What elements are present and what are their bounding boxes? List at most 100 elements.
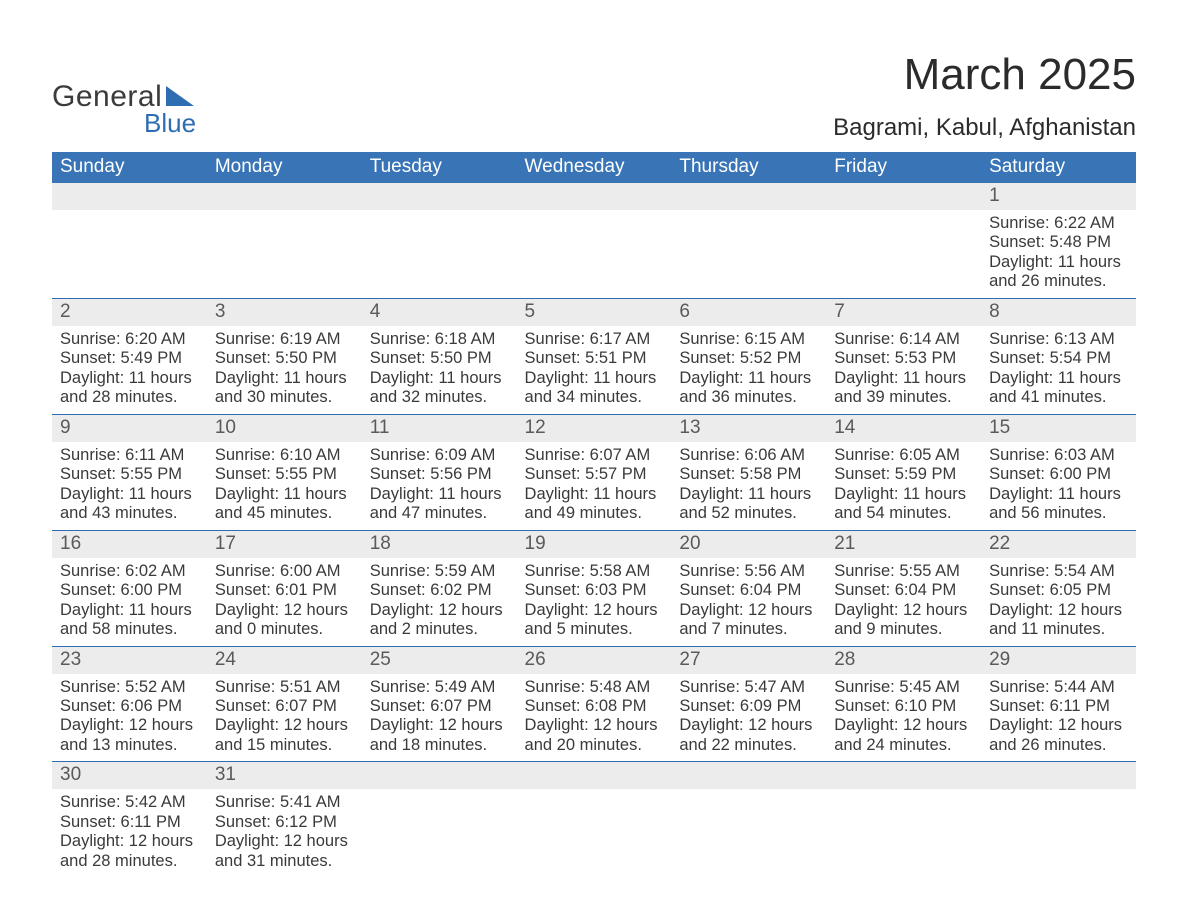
sunset-line: Sunset: 6:01 PM: [215, 581, 354, 600]
day-cell-number: [981, 762, 1136, 790]
daylight-line-2: and 49 minutes.: [525, 504, 664, 523]
day-cell-details: Sunrise: 5:49 AMSunset: 6:07 PMDaylight:…: [362, 674, 517, 762]
day-cell-number: [671, 183, 826, 210]
week-details-row: Sunrise: 6:02 AMSunset: 6:00 PMDaylight:…: [52, 558, 1136, 646]
day-details: Sunrise: 6:02 AMSunset: 6:00 PMDaylight:…: [52, 558, 207, 646]
day-cell-number: [826, 762, 981, 790]
day-cell-number: 8: [981, 298, 1136, 326]
sunrise-line: Sunrise: 5:44 AM: [989, 678, 1128, 697]
sunrise-line: Sunrise: 5:41 AM: [215, 793, 354, 812]
day-cell-number: [362, 183, 517, 210]
daylight-line-2: and 47 minutes.: [370, 504, 509, 523]
day-details: Sunrise: 5:56 AMSunset: 6:04 PMDaylight:…: [671, 558, 826, 646]
weekday-header: Monday: [207, 152, 362, 183]
day-details: Sunrise: 6:05 AMSunset: 5:59 PMDaylight:…: [826, 442, 981, 530]
weekday-header-row: SundayMondayTuesdayWednesdayThursdayFrid…: [52, 152, 1136, 183]
page-title: March 2025: [833, 50, 1136, 100]
daylight-line-1: Daylight: 12 hours: [679, 601, 818, 620]
daylight-line-1: Daylight: 12 hours: [370, 716, 509, 735]
daylight-line-1: Daylight: 12 hours: [834, 716, 973, 735]
day-number: 16: [52, 531, 207, 558]
week-daynum-row: 16171819202122: [52, 530, 1136, 558]
day-cell-number: 20: [671, 530, 826, 558]
day-cell-number: [826, 183, 981, 210]
day-cell-number: 24: [207, 646, 362, 674]
day-cell-number: 23: [52, 646, 207, 674]
day-number: 28: [826, 647, 981, 674]
weekday-header: Wednesday: [517, 152, 672, 183]
sunrise-line: Sunrise: 6:14 AM: [834, 330, 973, 349]
day-number: [671, 183, 826, 210]
day-cell-details: [981, 789, 1136, 877]
day-cell-details: Sunrise: 6:20 AMSunset: 5:49 PMDaylight:…: [52, 326, 207, 414]
daylight-line-2: and 24 minutes.: [834, 736, 973, 755]
sunset-line: Sunset: 6:04 PM: [834, 581, 973, 600]
generalblue-logo: General Blue: [52, 50, 196, 139]
logo-triangle-icon: [166, 86, 194, 106]
day-number: 15: [981, 415, 1136, 442]
sunrise-line: Sunrise: 6:02 AM: [60, 562, 199, 581]
sunset-line: Sunset: 6:10 PM: [834, 697, 973, 716]
sunrise-line: Sunrise: 6:09 AM: [370, 446, 509, 465]
daylight-line-1: Daylight: 12 hours: [215, 832, 354, 851]
day-number: 23: [52, 647, 207, 674]
day-cell-number: [517, 183, 672, 210]
daylight-line-2: and 54 minutes.: [834, 504, 973, 523]
day-number: 14: [826, 415, 981, 442]
day-details: Sunrise: 6:14 AMSunset: 5:53 PMDaylight:…: [826, 326, 981, 414]
day-cell-number: 4: [362, 298, 517, 326]
weekday-header: Friday: [826, 152, 981, 183]
sunset-line: Sunset: 6:00 PM: [989, 465, 1128, 484]
sunset-line: Sunset: 5:53 PM: [834, 349, 973, 368]
daylight-line-2: and 36 minutes.: [679, 388, 818, 407]
sunrise-line: Sunrise: 6:07 AM: [525, 446, 664, 465]
day-cell-number: 6: [671, 298, 826, 326]
daylight-line-1: Daylight: 12 hours: [525, 716, 664, 735]
day-cell-details: Sunrise: 5:41 AMSunset: 6:12 PMDaylight:…: [207, 789, 362, 877]
week-details-row: Sunrise: 6:22 AMSunset: 5:48 PMDaylight:…: [52, 210, 1136, 298]
daylight-line-2: and 30 minutes.: [215, 388, 354, 407]
day-cell-details: Sunrise: 5:54 AMSunset: 6:05 PMDaylight:…: [981, 558, 1136, 646]
sunset-line: Sunset: 5:55 PM: [60, 465, 199, 484]
day-details: Sunrise: 5:45 AMSunset: 6:10 PMDaylight:…: [826, 674, 981, 762]
sunset-line: Sunset: 6:06 PM: [60, 697, 199, 716]
day-details: Sunrise: 6:22 AMSunset: 5:48 PMDaylight:…: [981, 210, 1136, 298]
day-cell-number: 17: [207, 530, 362, 558]
daylight-line-1: Daylight: 11 hours: [370, 485, 509, 504]
day-cell-number: 10: [207, 414, 362, 442]
daylight-line-1: Daylight: 11 hours: [215, 485, 354, 504]
day-details: Sunrise: 6:13 AMSunset: 5:54 PMDaylight:…: [981, 326, 1136, 414]
weekday-header: Sunday: [52, 152, 207, 183]
day-cell-details: [517, 789, 672, 877]
sunrise-line: Sunrise: 6:00 AM: [215, 562, 354, 581]
daylight-line-1: Daylight: 11 hours: [989, 369, 1128, 388]
sunrise-line: Sunrise: 6:20 AM: [60, 330, 199, 349]
header: General Blue March 2025 Bagrami, Kabul, …: [52, 50, 1136, 142]
daylight-line-1: Daylight: 11 hours: [834, 369, 973, 388]
day-cell-number: 15: [981, 414, 1136, 442]
day-number: 21: [826, 531, 981, 558]
daylight-line-1: Daylight: 12 hours: [215, 716, 354, 735]
day-number: 7: [826, 299, 981, 326]
day-cell-details: [207, 210, 362, 298]
sunset-line: Sunset: 5:52 PM: [679, 349, 818, 368]
day-number: 30: [52, 762, 207, 789]
sunset-line: Sunset: 5:51 PM: [525, 349, 664, 368]
day-number: 29: [981, 647, 1136, 674]
week-daynum-row: 23242526272829: [52, 646, 1136, 674]
week-details-row: Sunrise: 6:11 AMSunset: 5:55 PMDaylight:…: [52, 442, 1136, 530]
daylight-line-2: and 45 minutes.: [215, 504, 354, 523]
daylight-line-2: and 31 minutes.: [215, 852, 354, 871]
day-details: Sunrise: 5:58 AMSunset: 6:03 PMDaylight:…: [517, 558, 672, 646]
day-cell-number: 7: [826, 298, 981, 326]
day-cell-details: [826, 210, 981, 298]
day-cell-details: Sunrise: 5:56 AMSunset: 6:04 PMDaylight:…: [671, 558, 826, 646]
day-number: 17: [207, 531, 362, 558]
sunset-line: Sunset: 5:49 PM: [60, 349, 199, 368]
title-block: March 2025 Bagrami, Kabul, Afghanistan: [833, 50, 1136, 142]
daylight-line-1: Daylight: 11 hours: [989, 253, 1128, 272]
day-cell-details: Sunrise: 6:09 AMSunset: 5:56 PMDaylight:…: [362, 442, 517, 530]
daylight-line-2: and 43 minutes.: [60, 504, 199, 523]
sunset-line: Sunset: 6:07 PM: [215, 697, 354, 716]
daylight-line-2: and 7 minutes.: [679, 620, 818, 639]
